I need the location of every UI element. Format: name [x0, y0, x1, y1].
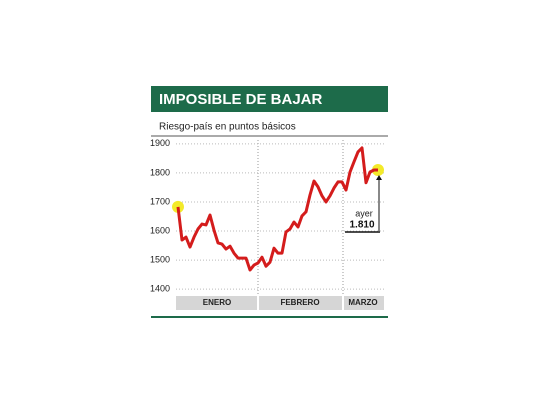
y-tick-label: 1900 [150, 138, 170, 148]
y-tick-label: 1800 [150, 167, 170, 177]
y-tick-label: 1700 [150, 196, 170, 206]
y-tick-label: 1500 [150, 254, 170, 264]
arrow-head [376, 174, 382, 180]
chart-title: IMPOSIBLE DE BAJAR [159, 91, 323, 108]
month-label: FEBRERO [280, 298, 319, 307]
data-line [176, 146, 378, 272]
chart-subtitle: Riesgo-país en puntos básicos [159, 122, 296, 133]
month-band [344, 296, 384, 310]
header-bar [151, 86, 388, 112]
annotation: ayer [355, 208, 373, 218]
month-band [259, 296, 342, 310]
value-label: 1.810 [349, 220, 374, 231]
month-label: MARZO [348, 298, 377, 307]
month-label: ENERO [203, 298, 231, 307]
month-band [176, 296, 257, 310]
y-tick-label: 1400 [150, 284, 170, 294]
y-tick-label: 1600 [150, 225, 170, 235]
